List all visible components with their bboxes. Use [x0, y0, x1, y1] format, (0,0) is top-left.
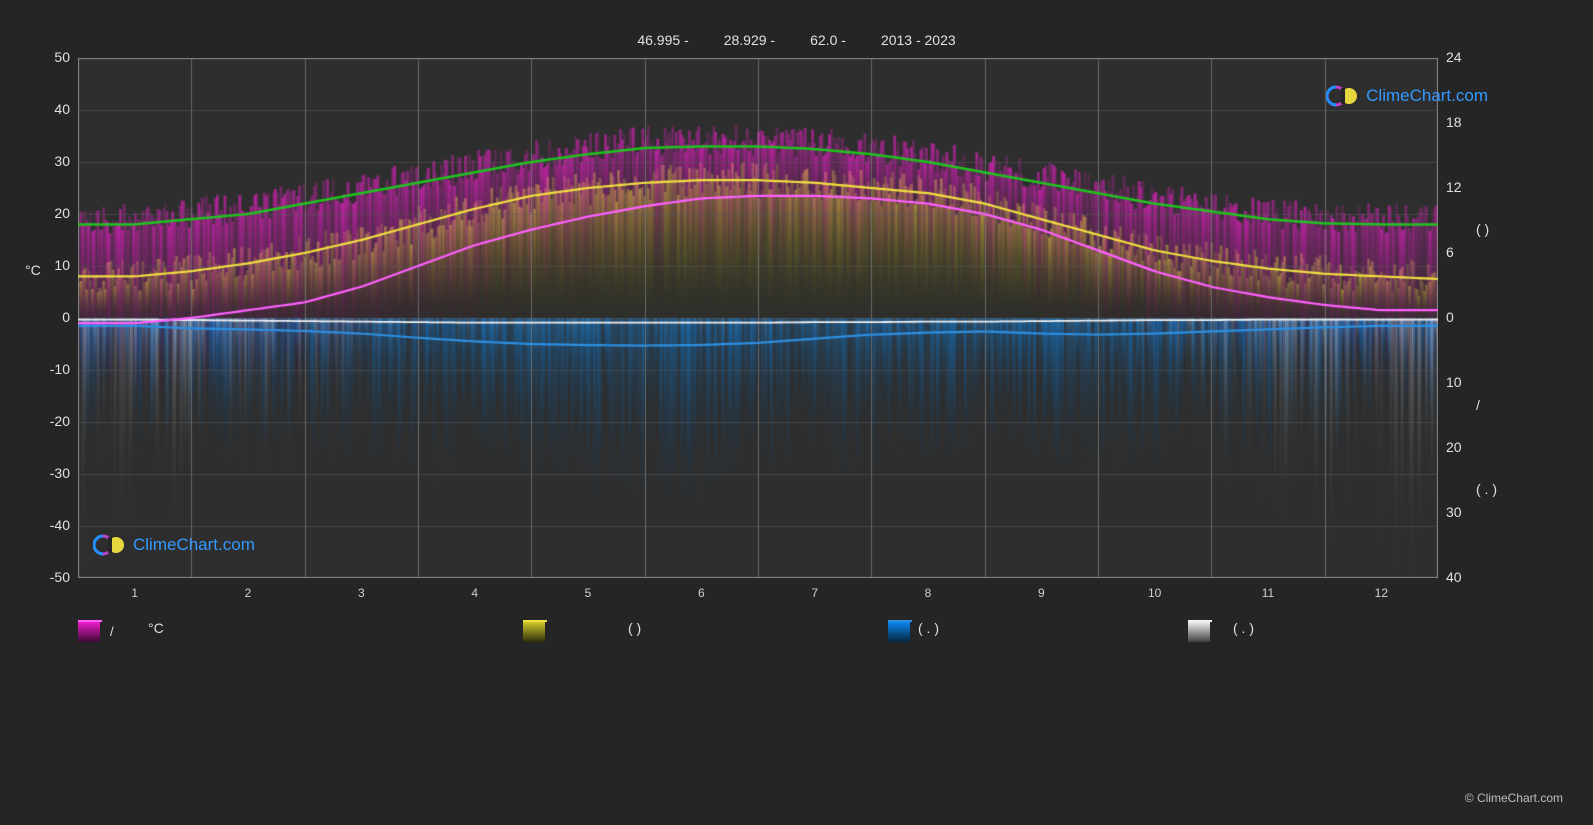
legend-blue-line: [888, 620, 922, 622]
legend-blue-swatch: [888, 620, 920, 642]
xtick-month: 12: [1326, 586, 1436, 600]
legend-magenta-label: /: [110, 624, 114, 639]
xtick-month: 9: [986, 586, 1096, 600]
legend-white-swatch: [1188, 620, 1220, 642]
ytick-left: 20: [10, 205, 70, 221]
ytick-right: 18: [1446, 114, 1506, 130]
xtick-month: 3: [306, 586, 416, 600]
ytick-left: 30: [10, 153, 70, 169]
y-axis-left-label: °C: [25, 262, 41, 278]
ytick-left: 50: [10, 49, 70, 65]
legend-yellow-swatch: [523, 620, 555, 642]
xtick-month: 4: [420, 586, 530, 600]
legend-header-rain: ( . ): [918, 620, 939, 636]
brand-text-top: ClimeChart.com: [1366, 86, 1488, 106]
xtick-month: 1: [80, 586, 190, 600]
y-right-label: /: [1476, 397, 1536, 413]
ytick-right: 0: [1446, 309, 1506, 325]
ytick-right: 40: [1446, 569, 1506, 585]
ytick-right: 12: [1446, 179, 1506, 195]
xtick-month: 5: [533, 586, 643, 600]
legend-yellow-line: [523, 620, 557, 622]
xtick-month: 10: [1100, 586, 1210, 600]
chart-header: 46.995 - 28.929 - 62.0 - 2013 - 2023: [0, 32, 1593, 48]
meta-lon: 28.929 -: [724, 32, 775, 48]
xtick-month: 11: [1213, 586, 1323, 600]
legend-white-line: [1188, 620, 1222, 622]
ytick-right: 30: [1446, 504, 1506, 520]
ytick-right: 6: [1446, 244, 1506, 260]
legend-magenta-line: [78, 620, 112, 622]
xtick-month: 6: [646, 586, 756, 600]
legend-header-sun: ( ): [628, 620, 641, 636]
legend-magenta-swatch: /: [78, 620, 114, 642]
brand-logo-top: ClimeChart.com: [1326, 82, 1488, 110]
meta-elev: 62.0 -: [810, 32, 846, 48]
xtick-month: 8: [873, 586, 983, 600]
ytick-left: -30: [10, 465, 70, 481]
xtick-month: 2: [193, 586, 303, 600]
ytick-left: 40: [10, 101, 70, 117]
legend-header-temp: °C: [148, 620, 164, 636]
ytick-right: 20: [1446, 439, 1506, 455]
ytick-left: -40: [10, 517, 70, 533]
brand-logo-bottom: ClimeChart.com: [93, 531, 255, 559]
meta-lat: 46.995 -: [637, 32, 688, 48]
y-right-label: ( ): [1476, 221, 1536, 237]
plot-box: 50403020100-10-20-30-40-5024181260102030…: [78, 58, 1438, 578]
y-right-label: ( . ): [1476, 481, 1536, 497]
ytick-left: -10: [10, 361, 70, 377]
brand-text-bottom: ClimeChart.com: [133, 535, 255, 555]
ytick-left: -20: [10, 413, 70, 429]
legend-header-snow: ( . ): [1233, 620, 1254, 636]
credit: © ClimeChart.com: [1465, 791, 1563, 805]
ytick-left: -50: [10, 569, 70, 585]
chart-container: 46.995 - 28.929 - 62.0 - 2013 - 2023 504…: [0, 0, 1593, 825]
meta-years: 2013 - 2023: [881, 32, 956, 48]
xtick-month: 7: [760, 586, 870, 600]
ytick-right: 10: [1446, 374, 1506, 390]
ytick-right: 24: [1446, 49, 1506, 65]
ytick-left: 0: [10, 309, 70, 325]
